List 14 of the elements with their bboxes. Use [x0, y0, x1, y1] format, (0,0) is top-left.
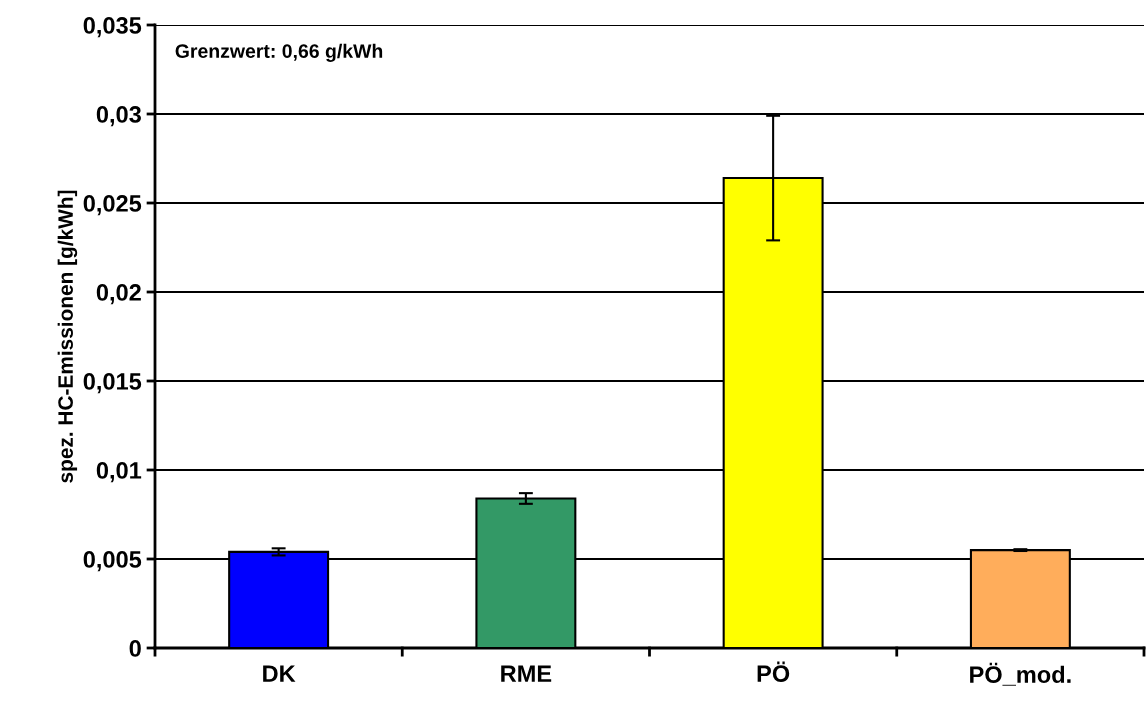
- y-tick-label: 0,005: [83, 551, 142, 572]
- x-tick-label: PÖ_mod.: [970, 662, 1071, 686]
- x-tick-label: DK: [263, 665, 296, 682]
- x-tick-label: RME: [501, 665, 552, 682]
- y-tick-label: 0,015: [83, 373, 142, 394]
- y-tick-label: 0,03: [96, 106, 141, 127]
- y-axis-title: spez. HC-Emissionen [g/kWh]: [57, 190, 78, 483]
- y-tick-label: 0: [129, 640, 141, 657]
- y-tick-label: 0,01: [96, 462, 142, 483]
- y-tick-label: 0,02: [96, 284, 141, 305]
- annotation: Grenzwert: 0,66 g/kWh: [175, 43, 383, 62]
- y-tick-label: 0,035: [83, 17, 142, 38]
- y-tick-label: 0,025: [83, 195, 142, 216]
- x-tick-label: PÖ: [757, 661, 790, 683]
